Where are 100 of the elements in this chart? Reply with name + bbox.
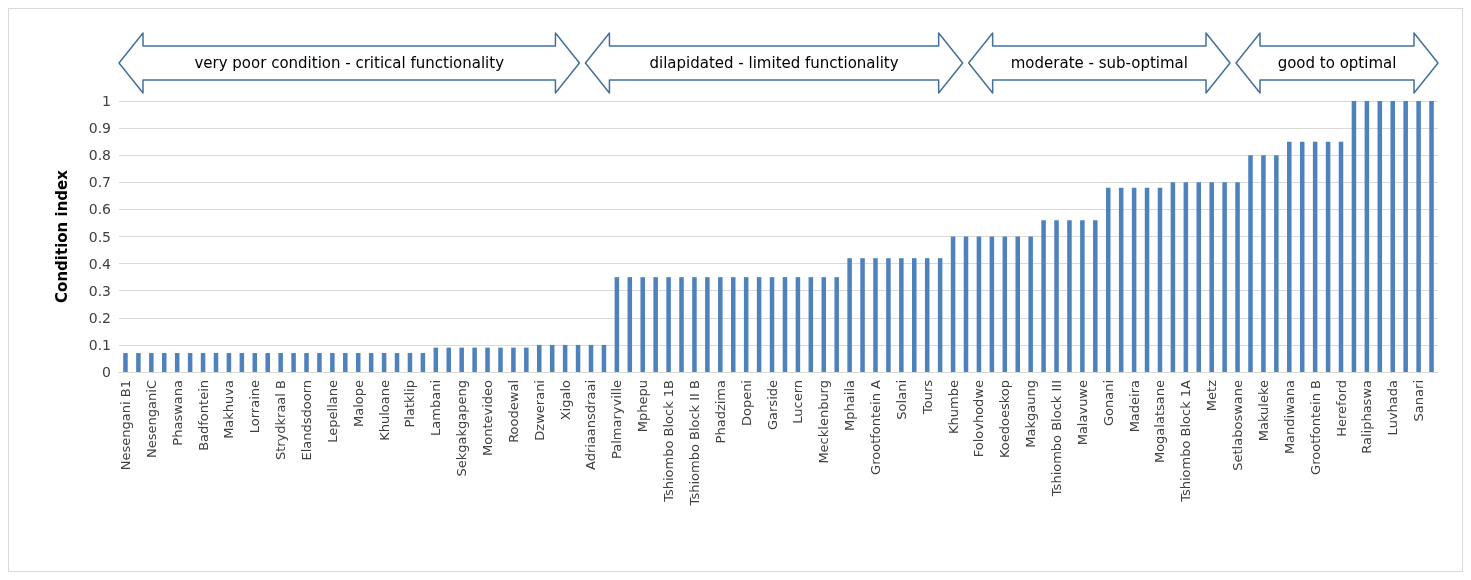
bar [278, 353, 283, 372]
x-tick-label: Elandsdoorn [299, 380, 314, 461]
x-tick-label: Tours [919, 379, 935, 416]
bar [472, 347, 477, 372]
x-tick-label: Tshiombo Block 1B [661, 380, 677, 503]
text: moderate - sub-optimal [1010, 54, 1188, 72]
bar [136, 353, 141, 372]
bar [317, 353, 322, 372]
x-tick-label: Mandiwana [1281, 380, 1297, 455]
bar [304, 353, 309, 372]
x-tick-label: Makhuva [221, 380, 237, 439]
x-tick-label: Tshiombo Block III [1049, 380, 1065, 498]
bar [1429, 101, 1434, 372]
bar [485, 347, 490, 372]
x-tick-label: Adriaansdraai [583, 380, 599, 470]
bar [912, 258, 917, 372]
bar [1105, 187, 1111, 372]
y-tick-label: 0.7 [88, 174, 111, 191]
bar [1403, 101, 1408, 372]
bar [1235, 182, 1240, 372]
x-tick-label: Phadzima [712, 380, 728, 444]
bar [653, 277, 658, 372]
y-tick-label: 1 [102, 93, 111, 109]
x-tick-label: Grootfontein B [1307, 380, 1323, 475]
bar [1261, 155, 1266, 372]
x-tick-label: Makgaung [1023, 380, 1039, 448]
x-tick-label: Mphaila [842, 380, 858, 431]
bar [1093, 220, 1098, 372]
x-tick-label: Palmaryville [609, 380, 625, 460]
x-tick-label: Mphepu [635, 380, 651, 433]
y-tick-label: 0.2 [88, 309, 111, 326]
bar [1028, 236, 1033, 372]
bar [1054, 220, 1059, 372]
bar [498, 347, 503, 372]
bar [886, 258, 891, 372]
x-tick-label: Garside [764, 380, 780, 431]
y-axis-title: Condition index [52, 169, 71, 303]
text: very poor condition - critical functionality [194, 54, 505, 72]
y-tick-label: 0.5 [88, 228, 111, 245]
x-tick-label: Mogalatsane [1152, 380, 1168, 464]
y-tick-label: 0 [102, 364, 111, 380]
bar [1248, 155, 1253, 372]
bar [162, 353, 167, 372]
x-tick-label: Tshiombo Block 1A [1178, 379, 1194, 503]
x-tick-label: Platklip [402, 380, 418, 428]
x-tick-label: Madeira [1126, 380, 1142, 433]
x-tick-label: Hereford [1333, 380, 1349, 437]
x-tick-label: Luvhada [1385, 380, 1401, 436]
bar [1015, 236, 1020, 372]
bar [860, 258, 865, 372]
y-tick-label: 0.6 [88, 201, 112, 218]
bar [718, 277, 723, 372]
text: dilapidated - limited functionality [649, 54, 899, 72]
bar [834, 277, 839, 372]
bar [291, 353, 296, 372]
x-tick-label: Roodewal [505, 380, 521, 443]
x-tick-label: Montevideo [480, 379, 496, 457]
bar [666, 277, 671, 372]
x-tick-label: Strydkraal B [273, 380, 289, 461]
bar [1274, 155, 1279, 372]
x-tick-label: Sekgakgapeng [454, 380, 470, 477]
bar [524, 347, 529, 372]
x-tick-label: Tshiombo Block II B [686, 380, 702, 507]
x-tick-label: Nesengani B1 [117, 380, 133, 471]
x-tick-label: Lepellane [324, 380, 340, 443]
x-tick-label: Setlaboswane [1230, 380, 1246, 471]
x-tick-label: Solani [893, 380, 909, 420]
x-tick-label: Dopeni [738, 380, 754, 427]
bar [265, 353, 270, 372]
x-tick-label: Malope [350, 380, 366, 427]
bar [899, 258, 904, 372]
bar [330, 353, 335, 372]
bar [1067, 220, 1072, 372]
bar [1287, 141, 1292, 372]
bar [1209, 182, 1214, 372]
x-tick-label: Lucern [790, 380, 806, 424]
y-tick-label: 0.8 [88, 147, 111, 164]
bar [873, 258, 878, 372]
x-tick-label: Mecklenburg [816, 380, 832, 464]
y-tick-label: 0.4 [88, 255, 112, 272]
y-tick-label: 0.3 [88, 282, 111, 299]
x-tick-label: Malavuwe [1074, 380, 1090, 446]
bar [537, 344, 542, 372]
x-tick-label: Metz [1204, 379, 1220, 412]
bar [730, 277, 736, 372]
bar [511, 347, 516, 372]
bar [1416, 101, 1421, 372]
bar [123, 353, 128, 372]
bar [149, 353, 154, 372]
y-tick-label: 0.9 [88, 120, 111, 137]
bar [705, 277, 710, 372]
bar [459, 347, 464, 372]
y-tick-label: 0.1 [88, 336, 111, 353]
x-tick-label: Lambani [428, 380, 444, 436]
x-tick-label: Folovhodwe [971, 380, 987, 458]
bar [821, 277, 827, 372]
x-tick-label: Makuleke [1255, 380, 1271, 442]
bar [640, 277, 645, 372]
x-tick-label: Dzwerani [531, 380, 547, 441]
x-tick-label: Grootfontein A [867, 379, 883, 475]
